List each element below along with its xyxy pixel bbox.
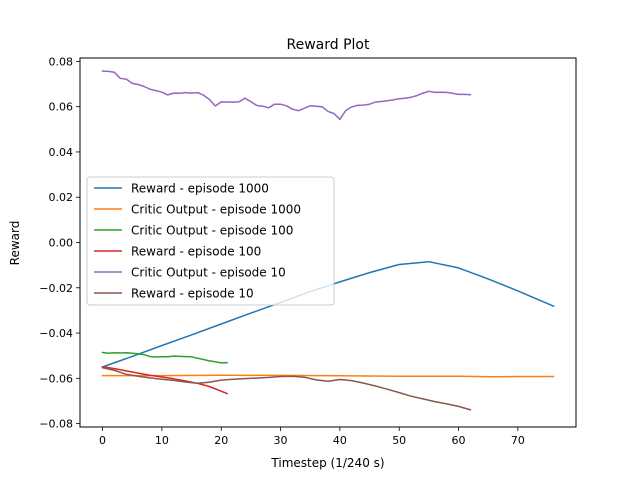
y-tick-label: 0.00	[49, 237, 74, 250]
series-line-5	[101, 366, 472, 411]
legend-label-0: Reward - episode 1000	[131, 182, 269, 196]
y-tick-label: −0.04	[39, 327, 73, 340]
legend-box	[86, 176, 335, 306]
x-tick-label: 70	[511, 434, 525, 447]
legend-label-5: Reward - episode 10	[131, 287, 254, 301]
legend-label-4: Critic Output - episode 10	[131, 266, 286, 280]
y-tick-label: 0.08	[49, 55, 74, 68]
series-line-2	[101, 351, 228, 364]
y-tick-label: −0.08	[39, 418, 73, 431]
x-tick-label: 40	[333, 434, 347, 447]
series-line-1	[101, 374, 555, 378]
legend-label-2: Critic Output - episode 100	[131, 224, 293, 238]
x-tick-label: 50	[392, 434, 406, 447]
series-line-4	[101, 70, 472, 121]
y-tick-label: 0.02	[49, 191, 74, 204]
x-tick-label: 60	[452, 434, 466, 447]
legend: Reward - episode 1000 Critic Output - epi…	[86, 176, 335, 306]
x-tick-label: 30	[274, 434, 288, 447]
y-tick-label: −0.06	[39, 372, 73, 385]
plot-lines	[101, 70, 555, 411]
y-tick-label: 0.06	[49, 101, 74, 114]
x-tick-label: 10	[155, 434, 169, 447]
chart-title: Reward Plot	[287, 37, 370, 53]
x-axis-ticks: 0 10 20 30 40 50 60 70	[99, 427, 525, 447]
y-tick-label: −0.02	[39, 282, 73, 295]
y-tick-label: 0.04	[49, 146, 74, 159]
x-axis-label: Timestep (1/240 s)	[270, 456, 384, 470]
series-line-3	[101, 365, 229, 395]
y-axis-ticks: −0.08 −0.06 −0.04 −0.02 0.00 0.02 0.04 0.06 0.08	[39, 55, 80, 431]
y-axis-label: Reward	[8, 221, 22, 266]
legend-label-1: Critic Output - episode 1000	[131, 203, 301, 217]
legend-label-3: Reward - episode 100	[131, 245, 261, 259]
x-tick-label: 20	[214, 434, 228, 447]
x-tick-label: 0	[99, 434, 106, 447]
